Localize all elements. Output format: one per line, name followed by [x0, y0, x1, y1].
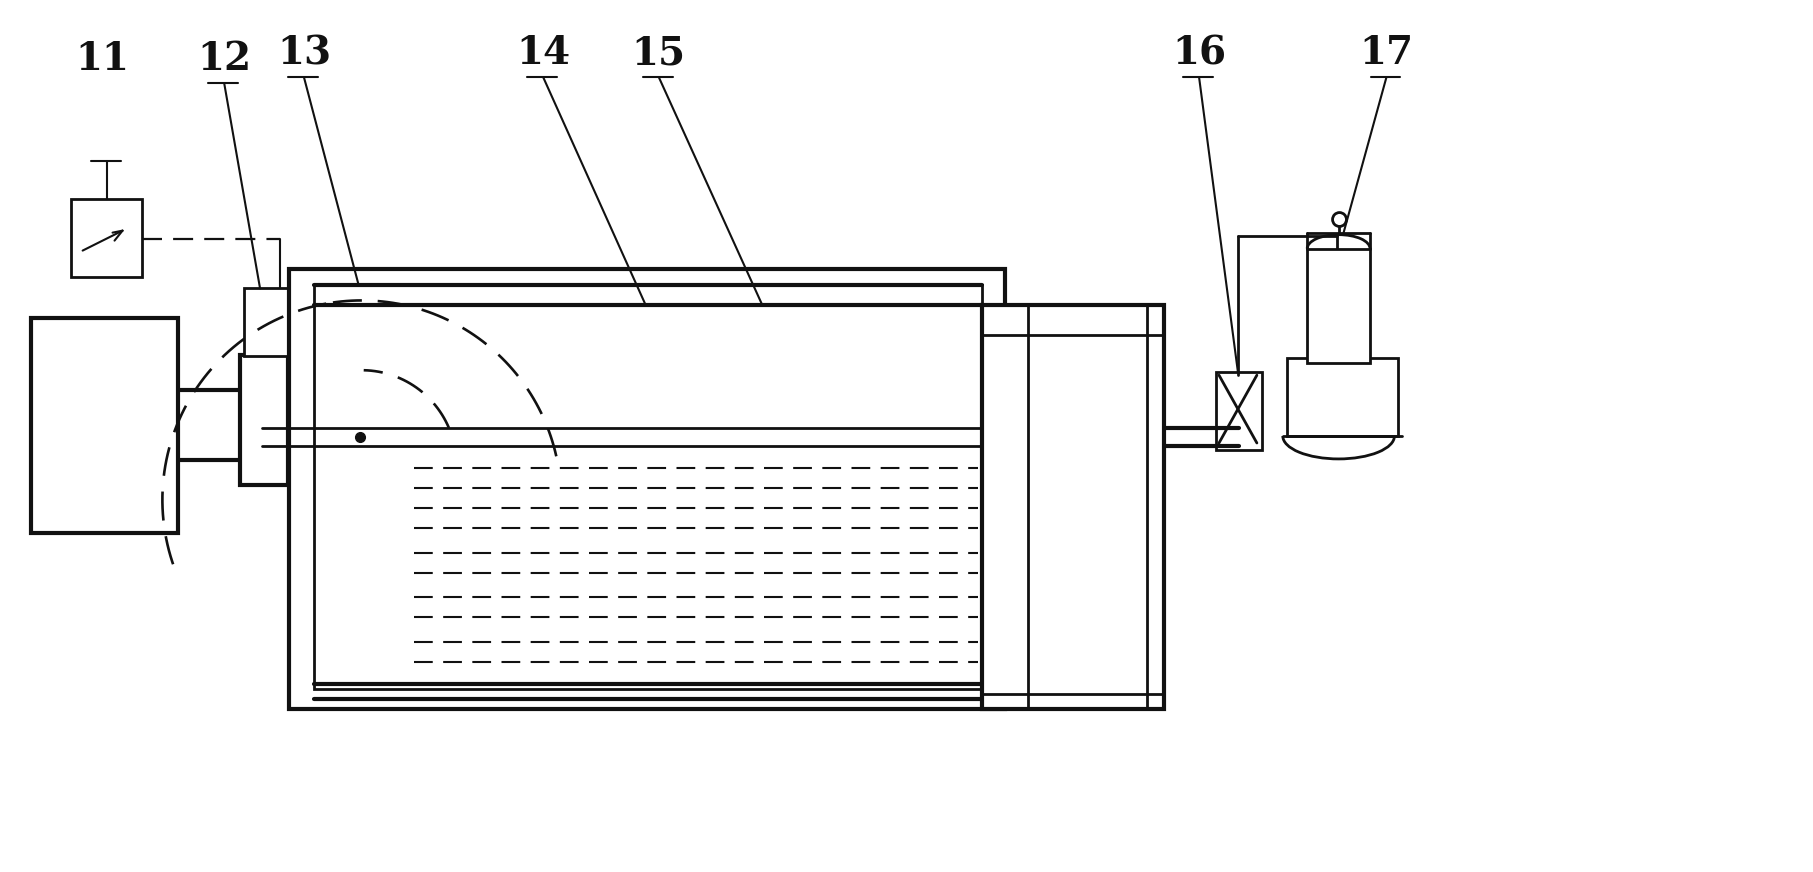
Bar [245, 289, 296, 357]
Text: 15: 15 [631, 34, 685, 72]
Bar [31, 318, 178, 533]
Text: 16: 16 [1171, 34, 1226, 72]
Bar [288, 269, 1004, 709]
Bar [1217, 372, 1262, 450]
Bar [1307, 249, 1369, 364]
Text: 13: 13 [277, 34, 332, 72]
Bar [983, 305, 1164, 709]
Bar [314, 285, 983, 689]
Text: 14: 14 [517, 34, 571, 72]
Bar [288, 298, 366, 346]
Text: 17: 17 [1360, 34, 1414, 72]
Text: 11: 11 [76, 40, 129, 78]
Bar [71, 199, 143, 276]
Bar [1287, 358, 1398, 436]
Bar [239, 355, 288, 485]
Text: 12: 12 [198, 40, 252, 78]
